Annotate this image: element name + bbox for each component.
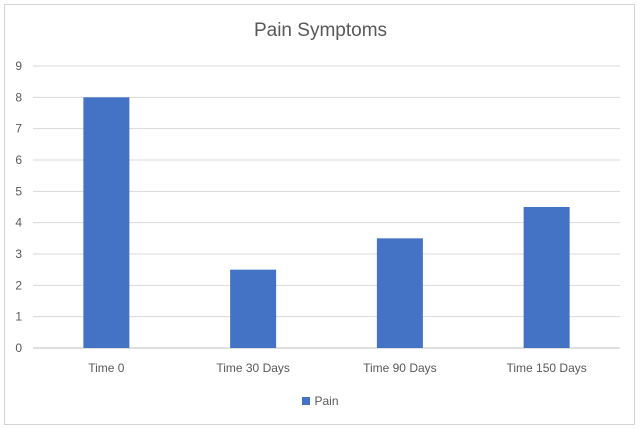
x-tick-label: Time 90 Days	[363, 361, 437, 375]
chart-legend: Pain	[0, 393, 641, 408]
y-tick-label: 0	[15, 341, 22, 355]
y-tick-label: 6	[15, 153, 22, 167]
y-tick-label: 3	[15, 247, 22, 261]
bar-time-0	[83, 97, 130, 348]
x-tick-label: Time 150 Days	[507, 361, 587, 375]
y-tick-label: 8	[15, 90, 22, 104]
legend-swatch-pain	[302, 396, 311, 405]
y-tick-label: 5	[15, 184, 22, 198]
bar-time-90-days	[376, 238, 423, 348]
x-tick-label: Time 30 Days	[216, 361, 290, 375]
x-tick-label: Time 0	[88, 361, 125, 375]
y-tick-label: 9	[15, 59, 22, 73]
chart-title: Pain Symptoms	[253, 20, 388, 41]
bar-time-30-days	[230, 269, 277, 348]
y-tick-label: 2	[15, 278, 22, 292]
y-tick-label: 7	[15, 122, 22, 136]
legend-label-pain: Pain	[314, 393, 339, 408]
y-tick-label: 4	[15, 216, 22, 230]
bar-time-150-days	[523, 207, 570, 348]
y-tick-label: 1	[15, 310, 22, 324]
